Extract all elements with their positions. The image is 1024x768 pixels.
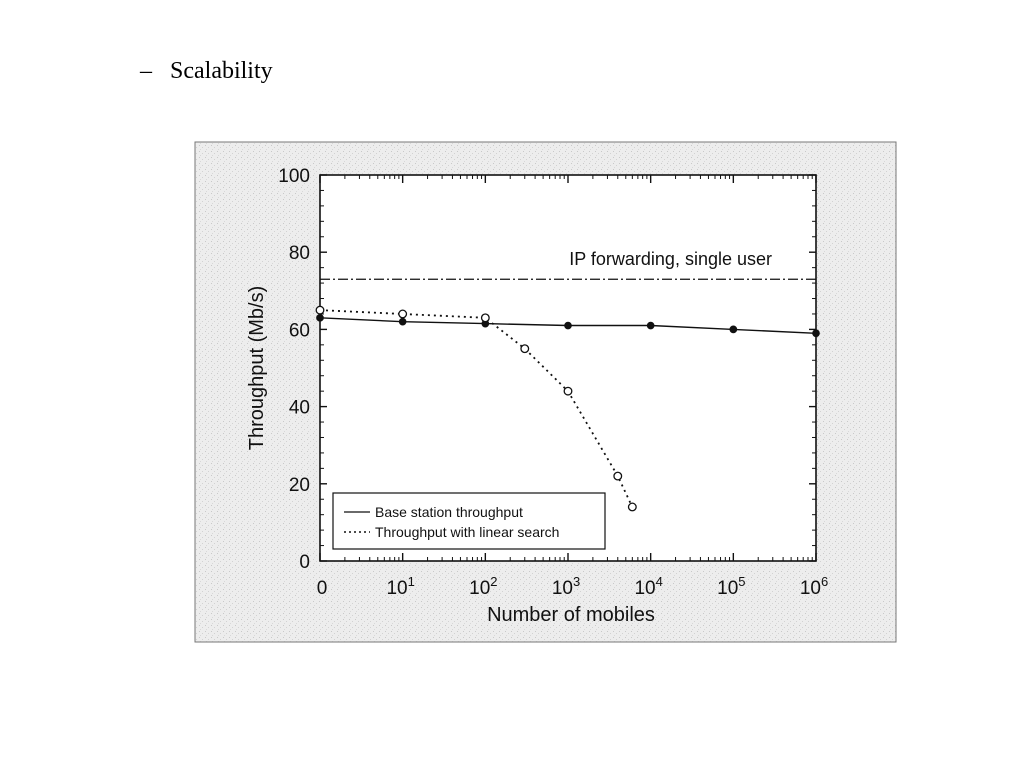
point-linear-search — [480, 313, 490, 323]
y-tick-label: 0 — [299, 552, 310, 573]
bullet-marker: – — [140, 58, 152, 84]
point-base-station — [316, 313, 324, 322]
x-tick-label: 0 — [317, 578, 328, 599]
y-axis-label: Throughput (Mb/s) — [246, 286, 268, 451]
reference-line-label: IP forwarding, single user — [569, 249, 772, 269]
x-tick-label: 101 — [386, 574, 414, 599]
point-base-station — [812, 329, 820, 338]
x-tick-label: 103 — [552, 574, 580, 599]
x-tick-label: 106 — [800, 574, 828, 599]
legend-label-linear-search: Throughput with linear search — [375, 524, 559, 540]
y-tick-labels: 0 20 40 60 80 100 — [278, 166, 310, 573]
point-base-station — [646, 321, 655, 330]
y-tick-label: 100 — [278, 166, 310, 187]
point-base-station — [729, 325, 738, 334]
legend: Base station throughput Throughput with … — [332, 492, 606, 550]
point-linear-search — [315, 305, 325, 315]
legend-box — [332, 492, 606, 550]
bullet-item: – Scalability — [140, 58, 273, 85]
series-layer — [315, 305, 820, 512]
x-tick-label: 104 — [634, 574, 662, 599]
point-base-station — [398, 317, 407, 326]
y-tick-label: 20 — [289, 475, 310, 496]
point-base-station — [564, 321, 572, 330]
x-axis-label: Number of mobiles — [487, 604, 655, 626]
point-linear-search — [627, 502, 637, 512]
point-linear-search — [520, 344, 530, 354]
x-tick-label: 105 — [717, 574, 745, 599]
legend-label-base-station: Base station throughput — [375, 504, 523, 520]
y-tick-label: 80 — [289, 243, 310, 264]
bullet-text: Scalability — [170, 58, 273, 84]
axis-ticks — [319, 174, 817, 562]
y-tick-label: 60 — [289, 320, 310, 341]
point-linear-search — [613, 471, 623, 481]
point-linear-search — [563, 386, 573, 396]
x-tick-labels: 0 101 102 103 104 105 106 — [317, 574, 828, 599]
point-linear-search — [398, 309, 408, 319]
x-tick-label: 102 — [469, 574, 497, 599]
y-tick-label: 40 — [289, 398, 310, 419]
